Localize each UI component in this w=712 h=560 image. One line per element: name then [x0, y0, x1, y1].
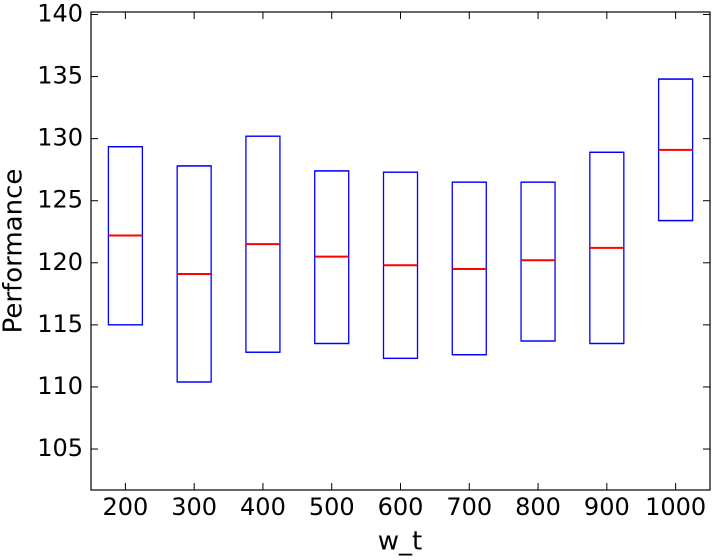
y-tick-label: 135	[37, 62, 83, 90]
y-tick-label: 105	[37, 434, 83, 462]
plot-frame	[90, 11, 711, 491]
x-tick-label: 400	[240, 493, 286, 521]
y-tick-label: 110	[37, 372, 83, 400]
x-tick-label: 700	[446, 493, 492, 521]
x-tick-label: 300	[171, 493, 217, 521]
x-tick-label: 1000	[645, 493, 706, 521]
y-tick-label: 115	[37, 310, 83, 338]
x-axis-label: w_t	[378, 527, 422, 557]
x-tick-label: 200	[102, 493, 148, 521]
y-tick-label: 130	[37, 124, 83, 152]
y-tick-label: 140	[37, 0, 83, 27]
y-tick-label: 125	[37, 186, 83, 214]
x-tick-label: 900	[584, 493, 630, 521]
x-tick-label: 500	[309, 493, 355, 521]
x-tick-label: 800	[515, 493, 561, 521]
x-tick-label: 600	[378, 493, 424, 521]
box	[520, 181, 556, 342]
y-tick-label: 120	[37, 248, 83, 276]
y-axis-label: Performance	[0, 169, 29, 334]
